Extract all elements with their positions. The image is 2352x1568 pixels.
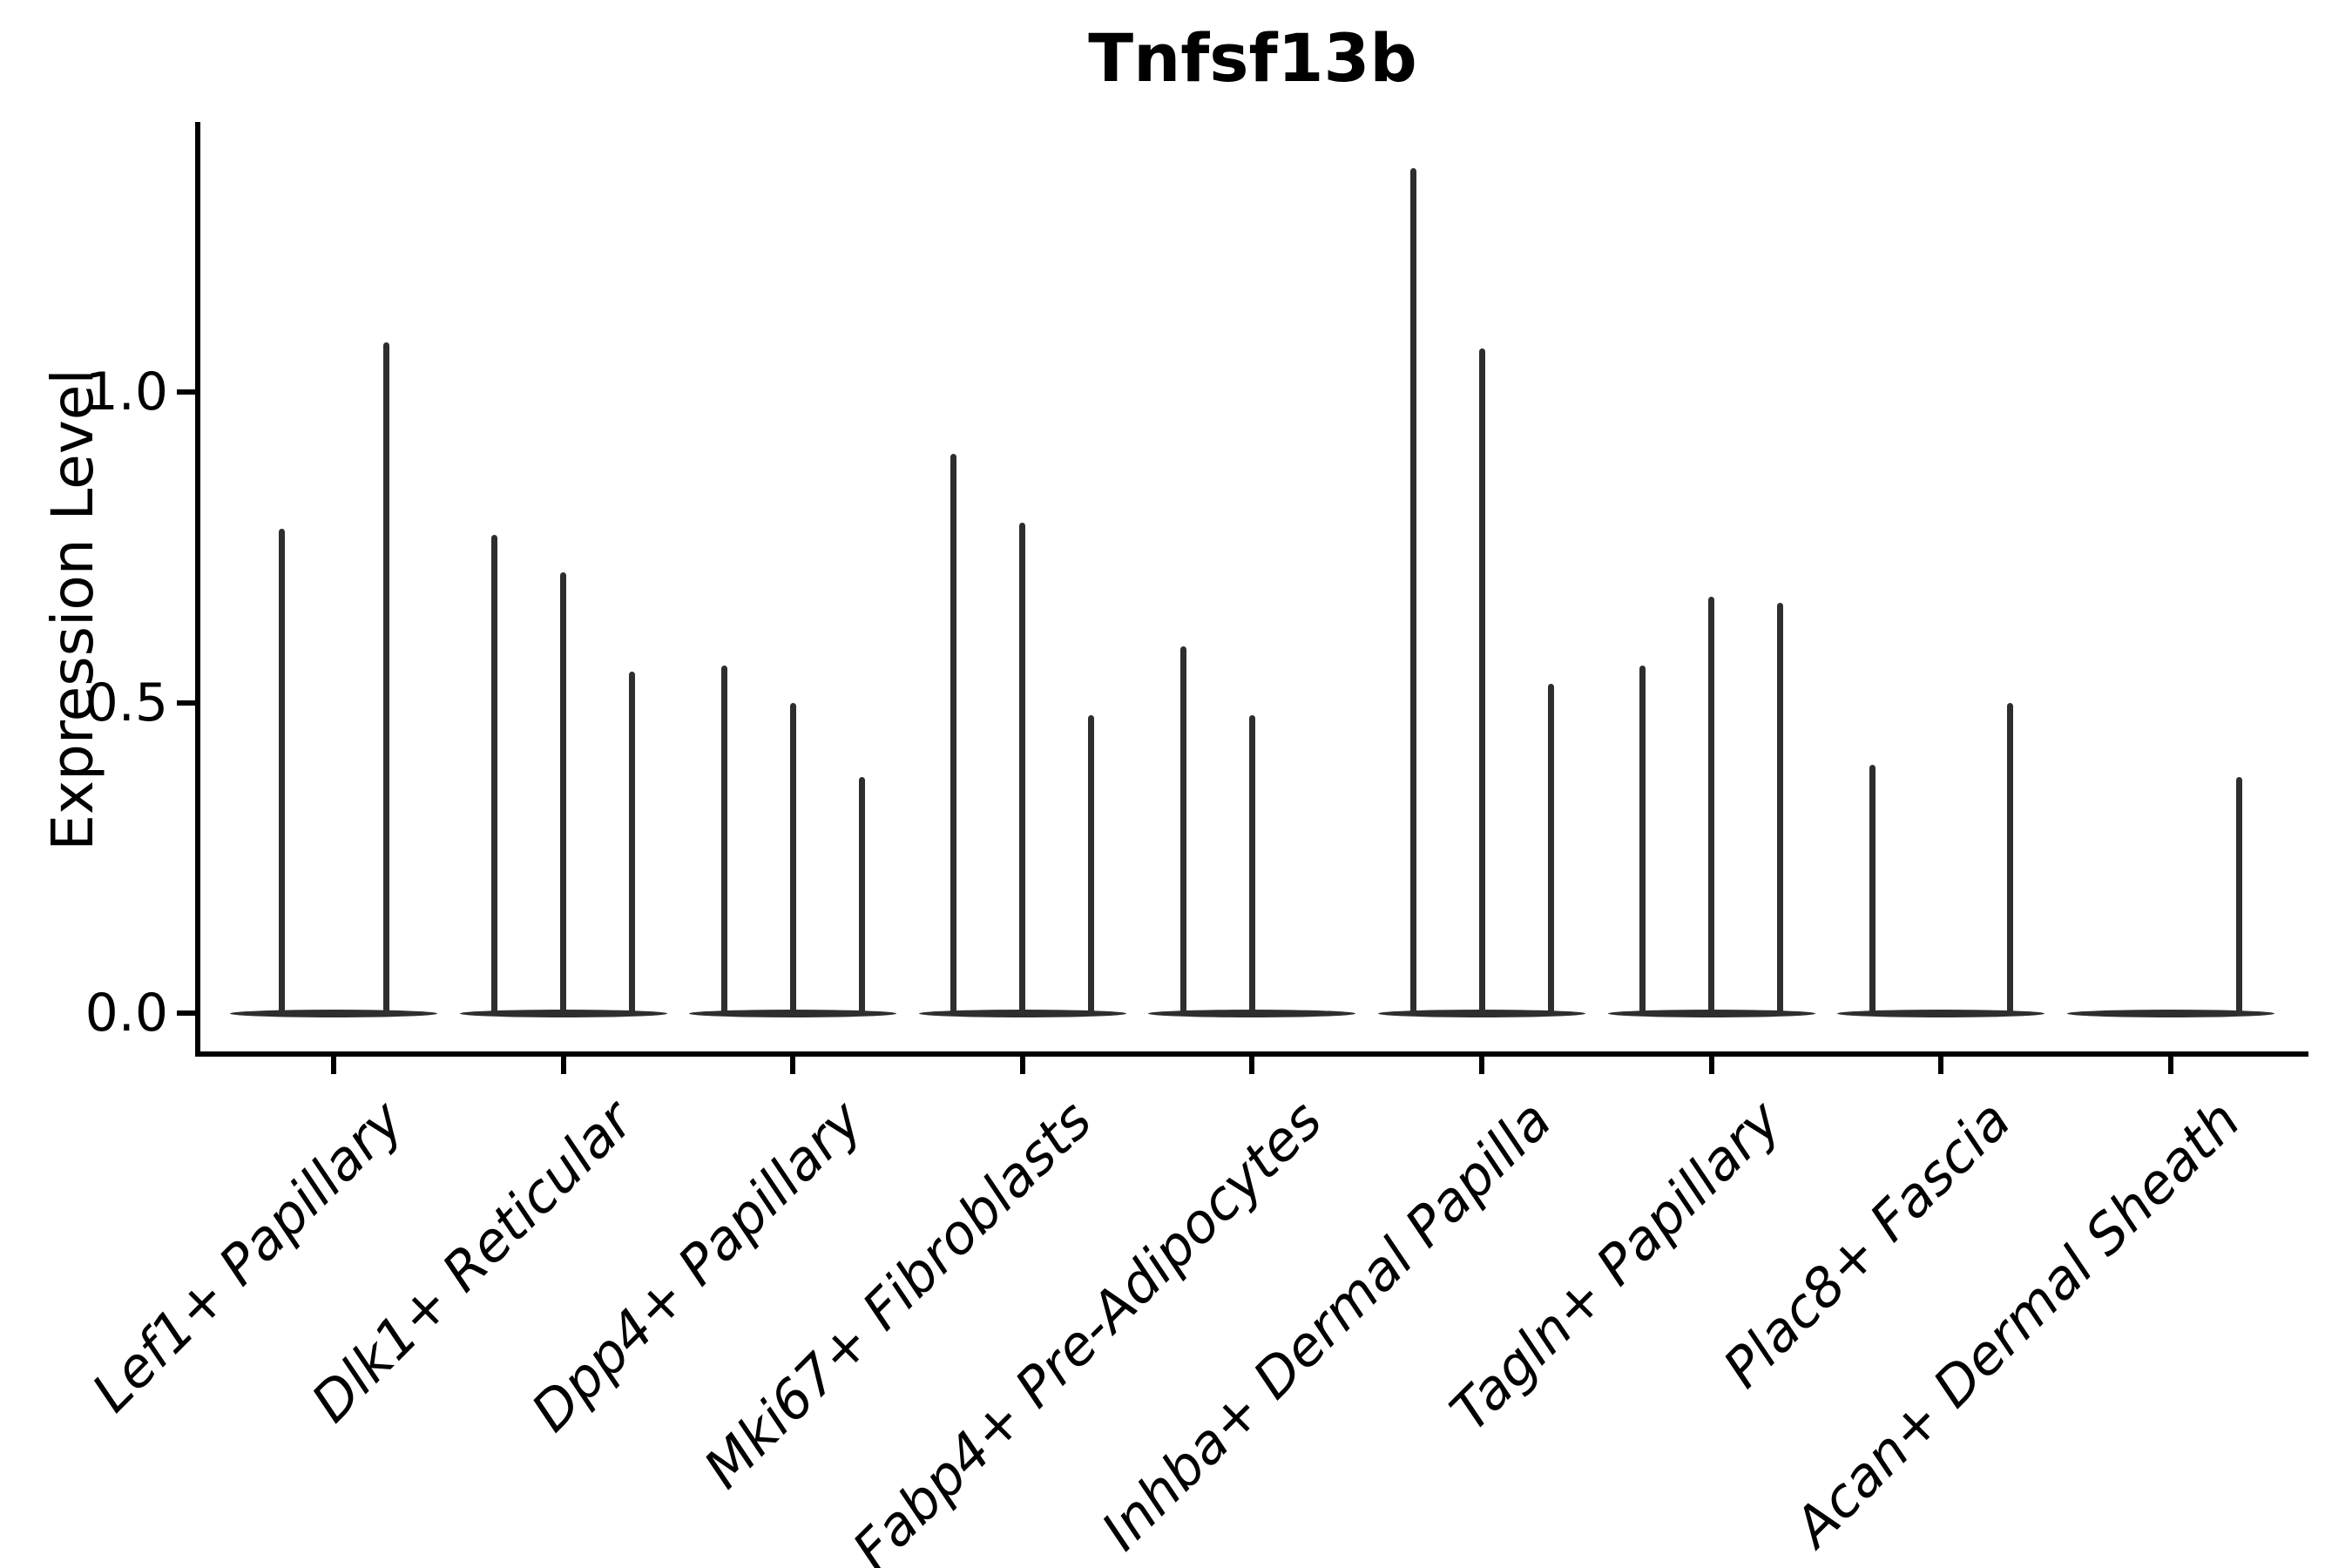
x-tick-label: Fabp4+ Pre-Adipocytes — [840, 1088, 1335, 1568]
violin-spike — [560, 571, 567, 1013]
violin-spike — [950, 454, 957, 1013]
violin-body — [1607, 1009, 1815, 1017]
y-tick-label: 0.5 — [84, 672, 168, 733]
x-tick — [1019, 1057, 1025, 1074]
x-axis-spine — [195, 1051, 2308, 1057]
violin-spike — [1088, 714, 1095, 1013]
x-tick — [790, 1057, 796, 1074]
y-tick-label: 1.0 — [84, 362, 168, 422]
violin-body — [459, 1009, 667, 1017]
violin-body — [689, 1009, 897, 1017]
x-tick-label: Mki67+ Fibroblasts — [692, 1088, 1105, 1501]
violin-spike — [629, 671, 636, 1013]
violin-spike — [858, 777, 865, 1013]
violin-body — [1378, 1009, 1585, 1017]
x-tick — [1249, 1057, 1255, 1074]
y-tick — [177, 1010, 198, 1016]
violin-body — [1148, 1009, 1356, 1017]
violin-body — [230, 1009, 437, 1017]
violin-spike — [1869, 764, 1876, 1013]
violin-body — [918, 1009, 1126, 1017]
x-tick — [2167, 1057, 2173, 1074]
plot-title: Tnfsf13b — [1088, 19, 1417, 97]
violin-spike — [2236, 777, 2243, 1013]
x-tick — [560, 1057, 566, 1074]
violin-spike — [1777, 603, 1784, 1013]
violin-spike — [1248, 714, 1255, 1013]
violin-spike — [491, 534, 498, 1013]
violin-spike — [1409, 168, 1416, 1013]
y-tick — [177, 700, 198, 706]
x-tick-label: Inhba+ Dermal Papilla — [1089, 1088, 1564, 1563]
violin-spike — [720, 665, 727, 1013]
violin-spike — [1547, 684, 1554, 1013]
x-tick — [1479, 1057, 1484, 1074]
x-tick — [1938, 1057, 1944, 1074]
x-tick — [1708, 1057, 1714, 1074]
violin-spike — [382, 341, 389, 1013]
violin-body — [2066, 1009, 2274, 1017]
violin-spike — [1708, 597, 1715, 1013]
violin-body — [1837, 1009, 2045, 1017]
y-tick-label: 0.0 — [84, 983, 168, 1044]
violin-spike — [1179, 646, 1186, 1013]
y-axis-spine — [195, 122, 200, 1057]
x-tick-label: Acan+ Dermal Sheath — [1781, 1088, 2253, 1559]
violin-spike — [1639, 665, 1646, 1013]
violin-spike — [278, 528, 285, 1013]
x-tick — [331, 1057, 336, 1074]
violin-spike — [789, 702, 796, 1013]
violin-spike — [1478, 348, 1485, 1013]
y-tick — [177, 389, 198, 395]
violin-spike — [1019, 522, 1026, 1013]
violin-spike — [2006, 702, 2013, 1013]
